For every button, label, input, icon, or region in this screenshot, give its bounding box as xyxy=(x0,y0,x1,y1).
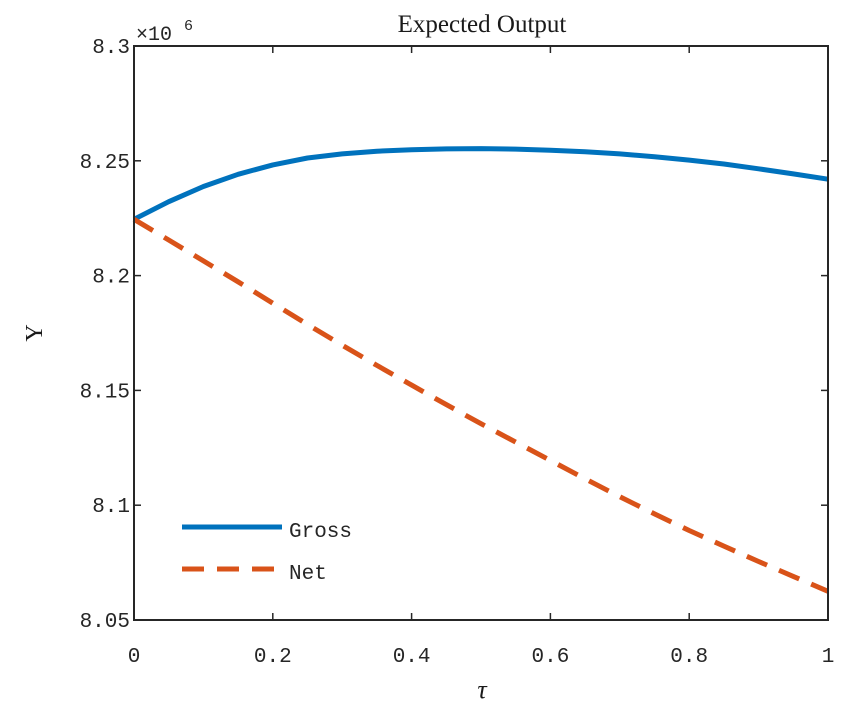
x-tick-label: 0.4 xyxy=(393,646,431,669)
y-tick-label: 8.25 xyxy=(80,152,130,175)
x-tick-label: 0.8 xyxy=(670,646,708,669)
legend-label-net: Net xyxy=(289,563,327,586)
x-tick-label: 0 xyxy=(128,646,141,669)
x-tick-label: 1 xyxy=(822,646,835,669)
series-line-gross xyxy=(132,146,829,222)
y-tick-label: 8.1 xyxy=(92,496,130,519)
y-exponent-base: ×10 xyxy=(136,24,172,47)
x-tick-label: 0.6 xyxy=(531,646,569,669)
plot-frame xyxy=(133,45,829,621)
legend-label-gross: Gross xyxy=(289,521,352,544)
legend: Gross Net xyxy=(182,521,352,586)
y-exponent-power: 6 xyxy=(184,18,193,35)
data-series xyxy=(132,146,829,594)
y-exponent-label: ×10 6 xyxy=(136,18,193,47)
y-axis-label: Y xyxy=(22,324,48,341)
y-tick-label: 8.3 xyxy=(92,37,130,60)
x-axis-label: τ xyxy=(477,675,488,704)
y-tick-label: 8.05 xyxy=(80,611,130,634)
y-tick-label: 8.15 xyxy=(80,381,130,404)
y-tick-label: 8.2 xyxy=(92,267,130,290)
series-line-net xyxy=(132,217,829,594)
x-tick-label: 0.2 xyxy=(254,646,292,669)
chart-title: Expected Output xyxy=(398,11,567,38)
axis-ticks: 0 0.2 0.4 0.6 0.8 1 8.05 8.1 8.15 8.2 8.25 8.3 xyxy=(80,37,835,669)
